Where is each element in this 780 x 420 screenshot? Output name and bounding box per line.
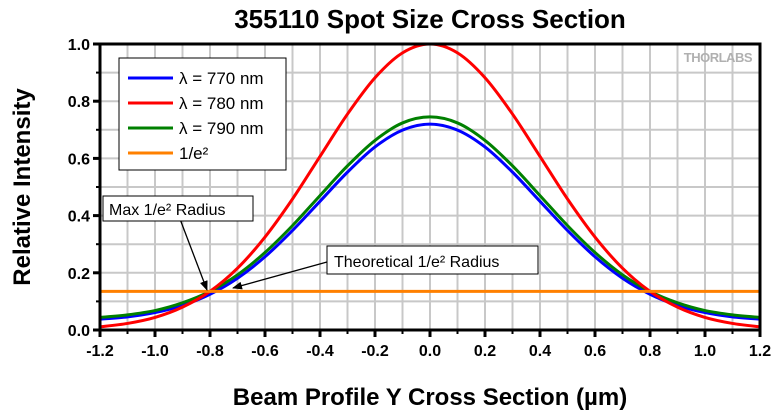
annotation-theoretical-radius: Theoretical 1/e² Radius [232, 245, 539, 290]
x-tick-label: 1.2 [749, 343, 771, 360]
svg-text:Max 1/e² Radius: Max 1/e² Radius [109, 202, 226, 219]
series-group [99, 42, 761, 329]
y-axis-label: Relative Intensity [9, 88, 36, 286]
x-axis-label: Beam Profile Y Cross Section (µm) [233, 384, 627, 411]
watermark: THORLABS [684, 50, 753, 65]
svg-text:Theoretical 1/e² Radius: Theoretical 1/e² Radius [334, 254, 499, 271]
annotation-text: Max 1/e² Radius [109, 202, 226, 219]
annotation-max-radius: Max 1/e² Radius [102, 195, 254, 291]
y-tick-label: 0.0 [68, 323, 90, 340]
x-tick-label: -0.2 [361, 343, 389, 360]
series-line-0 [99, 122, 761, 321]
x-tick-label: 1.0 [694, 343, 716, 360]
x-tick-label: -0.4 [306, 343, 334, 360]
x-tick-label: -0.6 [251, 343, 279, 360]
legend-label: λ = 780 nm [179, 94, 264, 113]
legend-label: λ = 790 nm [179, 119, 264, 138]
legend-label: λ = 770 nm [179, 69, 264, 88]
y-tick-label: 0.8 [68, 94, 90, 111]
y-tick-label: 0.2 [68, 266, 90, 283]
chart-title: 355110 Spot Size Cross Section [234, 4, 626, 34]
x-tick-label: 0.8 [639, 343, 661, 360]
y-tick-label: 0.6 [68, 151, 90, 168]
x-tick-label: 0.0 [419, 343, 441, 360]
x-tick-label: 0.4 [529, 343, 551, 360]
x-tick-label: 0.6 [584, 343, 606, 360]
legend: λ = 770 nm λ = 780 nm λ = 790 nm 1/e² [118, 57, 287, 171]
y-tick-label: 0.4 [68, 209, 90, 226]
x-tick-label: -1.2 [86, 343, 114, 360]
y-tick-label: 1.0 [68, 37, 90, 54]
legend-label: 1/e² [179, 144, 209, 163]
annotation-text: Theoretical 1/e² Radius [334, 254, 499, 271]
annotation-arrow [232, 261, 328, 290]
ticks: -1.2 -1.0 -0.8 -0.6 -0.4 -0.2 0.0 0.2 0.4 0.6 0.8 1… [68, 37, 771, 360]
x-tick-label: -1.0 [141, 343, 169, 360]
annotation-arrow [179, 218, 208, 291]
x-tick-label: 0.2 [474, 343, 496, 360]
x-tick-label: -0.8 [196, 343, 224, 360]
